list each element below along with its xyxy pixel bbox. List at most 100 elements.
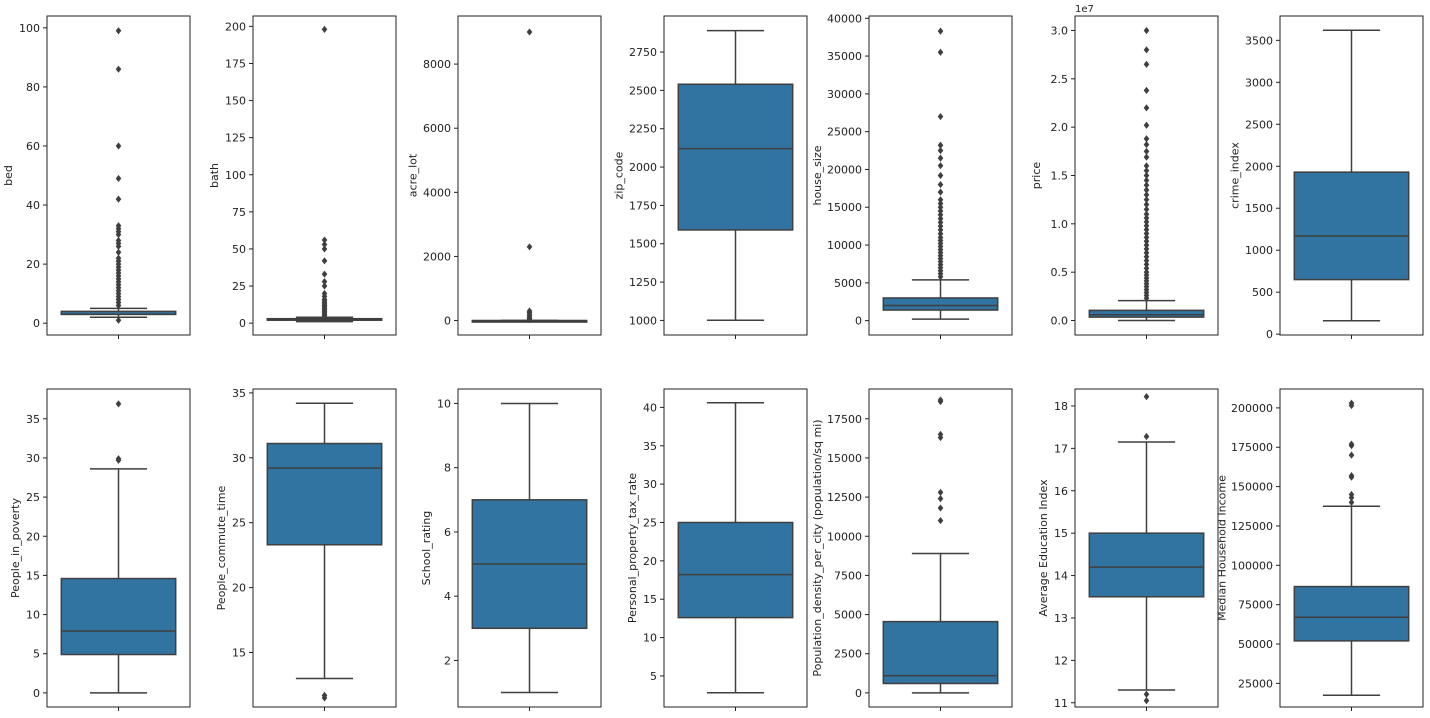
- axis-scale-label: 1e7: [1075, 4, 1094, 15]
- outlier-point: [938, 162, 944, 169]
- iqr-box: [1294, 172, 1408, 279]
- outlier-point: [1144, 122, 1150, 129]
- outlier-point: [1144, 27, 1150, 34]
- y-axis-label: Median Household Income: [1215, 475, 1228, 621]
- y-tick-label: 2000: [1245, 160, 1273, 173]
- y-tick-label: 40: [643, 401, 657, 414]
- y-tick-label: 1000: [629, 314, 657, 327]
- outlier-point: [116, 142, 122, 149]
- y-tick-label: 150000: [1231, 481, 1273, 494]
- boxplot-figure: 020406080100bed0255075100125150175200bat…: [0, 0, 1430, 718]
- y-tick-label: 10: [437, 397, 451, 410]
- y-tick-label: 25000: [827, 126, 862, 139]
- y-tick-label: 2: [444, 654, 451, 667]
- y-axis-label: Average Education Index: [1037, 479, 1050, 617]
- outlier-point: [322, 236, 328, 243]
- y-tick-label: 50: [232, 243, 246, 256]
- boxplot-panel: 1000 1250 1500 1750 2000 2250 2500 2750 zip_code: [613, 16, 807, 339]
- axes-frame: [458, 16, 601, 335]
- iqr-box: [883, 298, 997, 310]
- y-axis-label: bed: [2, 165, 15, 186]
- y-tick-label: 5000: [834, 277, 862, 290]
- y-tick-label: 40: [26, 199, 40, 212]
- y-axis-label: zip_code: [613, 151, 626, 199]
- y-tick-label: 17: [1054, 442, 1068, 455]
- y-tick-label: 10000: [827, 239, 862, 252]
- y-tick-label: 50000: [1238, 638, 1273, 651]
- outlier-point: [1144, 135, 1150, 142]
- y-tick-label: 2000: [423, 250, 451, 263]
- outlier-point: [116, 175, 122, 182]
- y-tick-label: 3.0: [1051, 25, 1069, 38]
- outlier-point: [938, 189, 944, 196]
- y-tick-label: 4: [444, 590, 451, 603]
- outlier-point: [938, 28, 944, 35]
- y-tick-label: 15000: [827, 201, 862, 214]
- y-tick-label: 15000: [827, 452, 862, 465]
- y-tick-label: 2.0: [1051, 121, 1069, 134]
- y-tick-label: 25: [26, 491, 40, 504]
- y-tick-label: 500: [1252, 286, 1273, 299]
- y-tick-label: 2750: [629, 46, 657, 59]
- y-tick-label: 10000: [827, 530, 862, 543]
- boxplot-panel: 2 4 6 8 10 School_rating: [420, 389, 601, 711]
- outlier-point: [1144, 148, 1150, 155]
- y-axis-label: acre_lot: [407, 153, 420, 197]
- y-tick-label: 1500: [629, 238, 657, 251]
- outlier-point: [938, 113, 944, 120]
- y-tick-label: 0.5: [1051, 266, 1069, 279]
- y-tick-label: 200: [225, 20, 246, 33]
- outlier-point: [938, 489, 944, 496]
- y-tick-label: 1000: [1245, 244, 1273, 257]
- y-tick-label: 12: [1054, 654, 1068, 667]
- outlier-point: [322, 257, 328, 264]
- outlier-point: [116, 66, 122, 73]
- y-tick-label: 4000: [423, 186, 451, 199]
- y-tick-label: 30: [232, 452, 246, 465]
- outlier-point: [1144, 691, 1150, 698]
- outlier-point: [938, 181, 944, 188]
- y-axis-label: School_rating: [420, 511, 433, 586]
- outlier-point: [938, 49, 944, 56]
- y-tick-label: 0: [33, 687, 40, 700]
- boxplot-panel: 0500100015002000250030003500crime_index: [1229, 16, 1423, 341]
- iqr-box: [1089, 310, 1203, 317]
- y-tick-label: 16: [1054, 485, 1068, 498]
- outlier-point: [1144, 46, 1150, 53]
- y-tick-label: 7500: [834, 569, 862, 582]
- boxplot-panel: 510152025303540Personal_property_tax_rat…: [626, 389, 807, 711]
- y-tick-label: 2.5: [1051, 73, 1069, 86]
- y-tick-label: 17500: [827, 413, 862, 426]
- iqr-box: [883, 622, 997, 684]
- y-axis-label: Population_density_per_city (population/…: [811, 419, 824, 676]
- y-tick-label: 1.0: [1051, 218, 1069, 231]
- y-tick-label: 0: [239, 317, 246, 330]
- y-tick-label: 15: [26, 569, 40, 582]
- y-tick-label: 125: [225, 132, 246, 145]
- y-tick-label: 35: [26, 413, 40, 426]
- y-tick-label: 3000: [1245, 76, 1273, 89]
- y-tick-label: 10: [26, 609, 40, 622]
- iqr-box: [1294, 587, 1408, 641]
- y-tick-label: 20000: [827, 163, 862, 176]
- y-tick-label: 2500: [629, 84, 657, 97]
- y-tick-label: 8000: [423, 58, 451, 71]
- y-tick-label: 100: [225, 169, 246, 182]
- y-tick-label: 11: [1054, 697, 1068, 710]
- y-tick-label: 0: [444, 315, 451, 328]
- outlier-point: [322, 271, 328, 278]
- y-tick-label: 8: [444, 462, 451, 475]
- boxplot-panel: 1520253035People_commute_time: [215, 387, 396, 711]
- outlier-point: [116, 196, 122, 203]
- y-tick-label: 15: [643, 593, 657, 606]
- y-tick-label: 0: [33, 317, 40, 330]
- y-tick-label: 125000: [1231, 520, 1273, 533]
- boxplot-panel: 1112131415161718Average Education Index: [1037, 389, 1218, 711]
- outlier-point: [938, 172, 944, 179]
- y-tick-label: 30: [643, 478, 657, 491]
- outlier-point: [527, 28, 533, 35]
- y-tick-label: 20: [26, 258, 40, 271]
- y-tick-label: 25: [232, 517, 246, 530]
- y-tick-label: 1500: [1245, 202, 1273, 215]
- y-axis-label: crime_index: [1229, 142, 1242, 209]
